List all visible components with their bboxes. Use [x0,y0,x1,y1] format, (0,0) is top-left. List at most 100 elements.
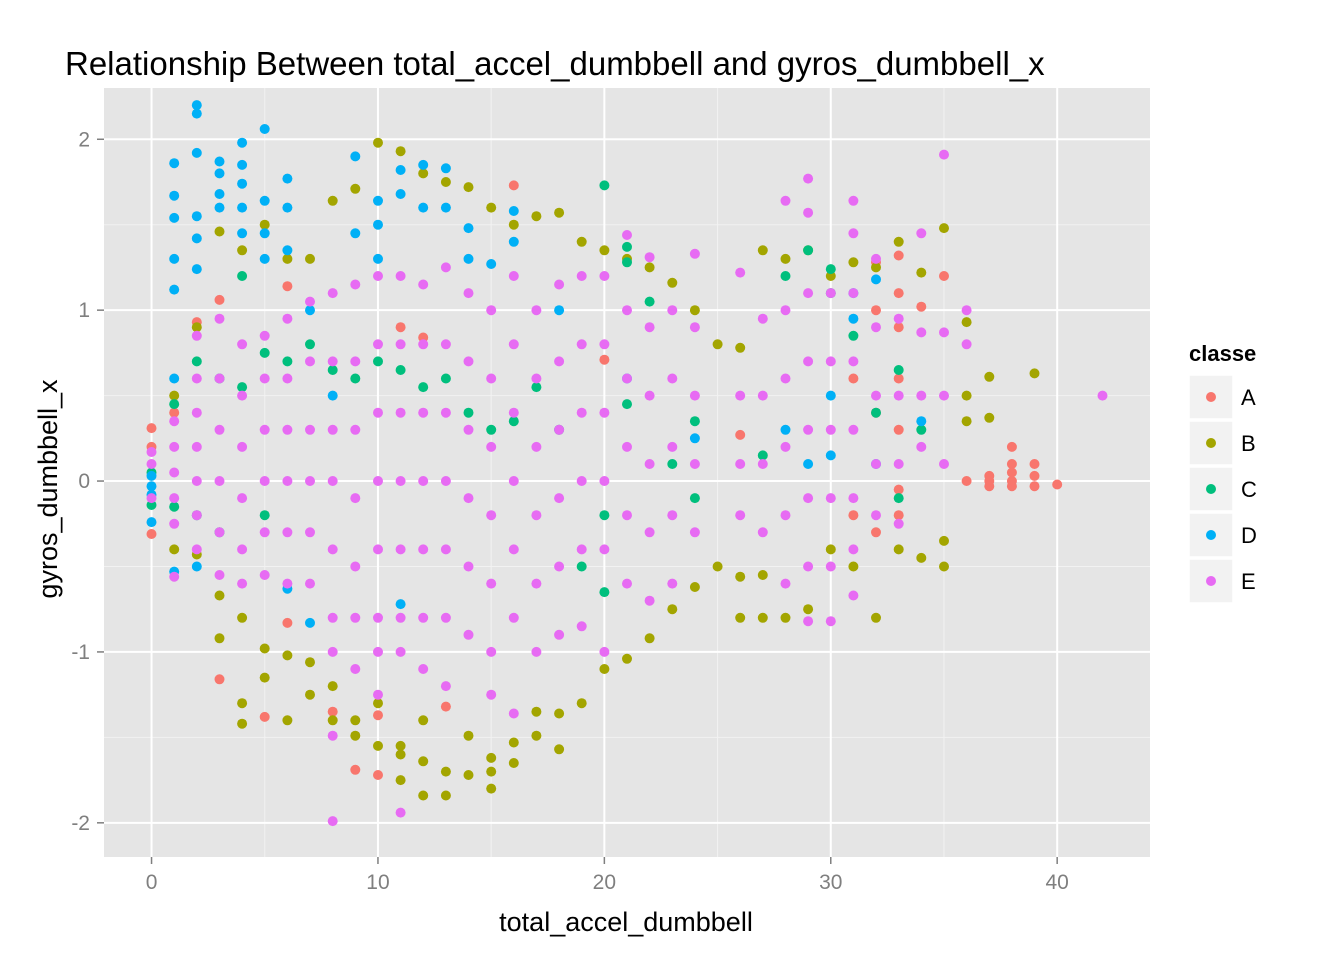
data-point [848,288,859,299]
data-point [848,561,859,572]
data-point [237,441,248,452]
data-point [259,330,270,341]
data-point [712,339,723,350]
data-point [440,476,451,486]
data-point [146,423,157,434]
chart-title: Relationship Between total_accel_dumbbel… [65,45,1045,82]
data-point [327,365,338,375]
data-point [282,356,293,367]
data-point [508,180,519,191]
data-point [350,730,361,741]
data-point [599,646,610,657]
data-point [893,322,904,333]
data-point [259,424,270,435]
data-point [871,253,881,264]
data-point [644,527,655,538]
data-point [916,228,927,239]
data-point [803,207,814,218]
data-point [350,715,361,726]
data-point [893,373,904,384]
data-point [305,305,315,316]
data-point [440,262,451,273]
series-c [146,180,927,598]
data-point [440,407,451,418]
legend-key-point [1206,484,1216,494]
data-point [644,633,655,644]
legend-item-e: E [1188,558,1256,604]
data-point [282,245,293,256]
data-point [259,643,270,654]
data-point [667,604,678,615]
data-point [373,740,383,751]
data-point [1006,467,1017,478]
data-point [1097,390,1108,401]
data-point [418,407,429,418]
data-point [984,412,995,423]
data-point [508,416,519,427]
data-point [327,715,338,726]
data-point [350,228,361,239]
series-e [146,149,1108,827]
data-point [871,407,881,418]
data-point [237,271,248,281]
data-point [667,459,678,469]
data-point [440,202,451,213]
data-point [486,766,497,777]
data-point [373,253,383,264]
data-point [373,407,383,418]
data-point [191,233,202,244]
data-point [1029,459,1040,469]
data-point [214,189,225,199]
data-point [327,544,338,555]
data-point [463,493,474,504]
data-point [486,424,497,435]
data-point [984,470,995,481]
data-point [350,373,361,384]
data-point [531,305,542,316]
data-point [237,612,248,623]
data-point [554,424,565,435]
data-point [169,373,180,384]
data-point [395,365,406,375]
data-point [735,342,746,353]
data-point [259,253,270,264]
data-point [418,279,429,290]
data-point [214,570,225,580]
data-point [259,527,270,538]
data-point [169,212,180,223]
data-point [757,612,768,623]
data-point [169,518,180,529]
data-point [259,570,270,580]
data-point [735,459,746,469]
data-point [780,253,791,264]
data-point [282,617,293,628]
data-point [282,715,293,726]
data-point [871,612,881,623]
legend-item-c: C [1188,466,1257,512]
data-point [237,390,248,401]
data-point [961,339,972,350]
data-point [191,100,202,111]
data-point [848,510,859,521]
series-b [169,137,1040,801]
data-point [622,305,632,316]
data-point [169,493,180,504]
data-point [169,190,180,201]
data-point [373,698,383,709]
data-point [191,108,202,119]
data-point [871,262,881,273]
x-axis-title: total_accel_dumbbell [499,907,753,937]
data-point [191,322,202,333]
data-point [440,163,451,174]
data-point [440,339,451,350]
legend-label: C [1241,477,1257,502]
data-point [735,510,746,521]
data-point [440,766,451,777]
data-point [803,561,814,572]
data-point [576,271,587,281]
data-point [667,305,678,316]
data-point [871,305,881,316]
data-point [825,271,836,281]
x-tick-label: 0 [146,871,158,894]
